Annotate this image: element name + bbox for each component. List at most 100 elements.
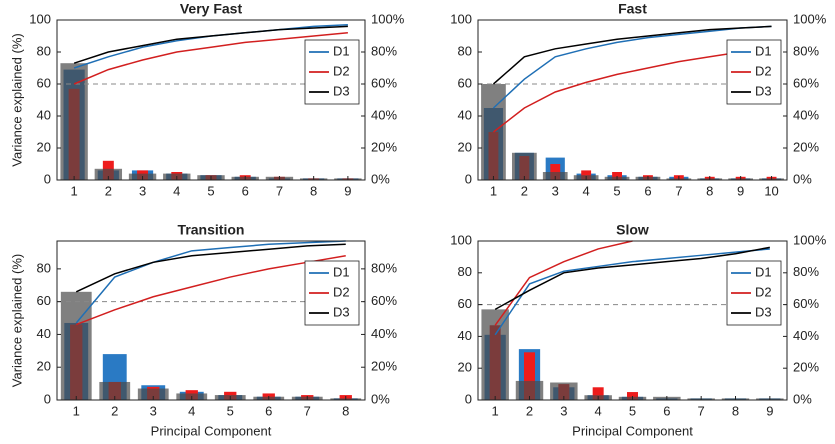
y2-tick-label: 20% bbox=[371, 139, 397, 154]
y-tick-label: 20 bbox=[458, 139, 472, 154]
x-tick-label: 8 bbox=[310, 183, 317, 198]
y2-tick-label: 80% bbox=[793, 43, 819, 58]
cumulative-line bbox=[494, 248, 770, 336]
y-tick-label: 80 bbox=[37, 43, 51, 58]
y-tick-label: 40 bbox=[458, 328, 472, 343]
x-tick-label: 7 bbox=[304, 403, 311, 418]
axes-frame bbox=[477, 19, 788, 181]
cumulative-line bbox=[492, 25, 772, 109]
y2-tick-label: 80% bbox=[371, 43, 397, 58]
cumulative-line bbox=[492, 46, 772, 133]
y2-tick-label: 60% bbox=[793, 296, 819, 311]
y2-tick-label: 0% bbox=[371, 171, 390, 186]
x-tick-label: 6 bbox=[663, 403, 670, 418]
y2-tick-label: 80% bbox=[793, 264, 819, 279]
bar bbox=[550, 382, 578, 400]
y2-tick-label: 40% bbox=[371, 107, 397, 122]
x-tick-label: 3 bbox=[552, 183, 559, 198]
y-tick-label: 0 bbox=[465, 171, 472, 186]
cumulative-line bbox=[494, 240, 633, 326]
legend-label: D2 bbox=[755, 284, 772, 299]
legend-label: D3 bbox=[755, 304, 772, 319]
legend-label: D3 bbox=[755, 83, 772, 98]
y2-tick-label: 40% bbox=[793, 328, 819, 343]
cumulative-line bbox=[494, 246, 770, 311]
x-tick-label: 9 bbox=[766, 403, 773, 418]
bar bbox=[515, 380, 544, 400]
chart-title: Very Fast bbox=[180, 1, 243, 17]
y-tick-label: 100 bbox=[29, 11, 51, 26]
y-tick-label: 40 bbox=[458, 107, 472, 122]
y-tick-label: 0 bbox=[44, 171, 51, 186]
chart-title: Fast bbox=[618, 1, 647, 17]
y-tick-label: 20 bbox=[37, 139, 51, 154]
y2-tick-label: 100% bbox=[793, 232, 827, 247]
y-tick-label: 60 bbox=[458, 296, 472, 311]
y2-tick-label: 100% bbox=[371, 11, 405, 26]
x-tick-label: 1 bbox=[70, 183, 77, 198]
y2-tick-label: 0% bbox=[793, 391, 812, 406]
y2-tick-label: 20% bbox=[793, 139, 819, 154]
y-tick-label: 60 bbox=[37, 293, 51, 308]
x-tick-label: 9 bbox=[344, 183, 351, 198]
legend-label: D1 bbox=[333, 43, 350, 58]
x-tick-label: 3 bbox=[150, 403, 157, 418]
x-tick-label: 8 bbox=[732, 403, 739, 418]
bar bbox=[137, 388, 169, 400]
x-tick-label: 5 bbox=[629, 403, 636, 418]
x-tick-label: 2 bbox=[521, 183, 528, 198]
bar bbox=[60, 63, 88, 181]
y-tick-label: 20 bbox=[37, 359, 51, 374]
y-tick-label: 60 bbox=[37, 75, 51, 90]
x-tick-label: 2 bbox=[111, 403, 118, 418]
y-tick-label: 80 bbox=[458, 264, 472, 279]
bar bbox=[481, 309, 509, 400]
x-tick-label: 8 bbox=[342, 403, 349, 418]
y-tick-label: 60 bbox=[458, 75, 472, 90]
y-tick-label: 40 bbox=[37, 107, 51, 122]
x-tick-label: 5 bbox=[207, 183, 214, 198]
y2-tick-label: 100% bbox=[793, 11, 827, 26]
y-axis-label: Variance explained (%) bbox=[9, 33, 24, 166]
y2-tick-label: 60% bbox=[793, 75, 819, 90]
legend-label: D2 bbox=[755, 63, 772, 78]
legend-box bbox=[304, 39, 360, 105]
y2-tick-label: 60% bbox=[371, 75, 397, 90]
legend-label: D2 bbox=[333, 63, 350, 78]
x-tick-label: 2 bbox=[105, 183, 112, 198]
x-tick-label: 3 bbox=[560, 403, 567, 418]
y-tick-label: 100 bbox=[450, 11, 472, 26]
y2-tick-label: 0% bbox=[793, 171, 812, 186]
bar bbox=[60, 291, 92, 400]
y2-tick-label: 80% bbox=[371, 260, 397, 275]
x-tick-label: 5 bbox=[227, 403, 234, 418]
legend-label: D1 bbox=[333, 264, 350, 279]
y2-tick-label: 40% bbox=[793, 107, 819, 122]
x-tick-label: 6 bbox=[242, 183, 249, 198]
x-tick-label: 4 bbox=[188, 403, 195, 418]
y-tick-label: 80 bbox=[37, 260, 51, 275]
y-tick-label: 20 bbox=[458, 360, 472, 375]
legend-label: D1 bbox=[755, 43, 772, 58]
cumulative-line bbox=[75, 243, 346, 293]
y2-tick-label: 40% bbox=[371, 326, 397, 341]
y-tick-label: 0 bbox=[465, 391, 472, 406]
x-tick-label: 5 bbox=[613, 183, 620, 198]
y2-tick-label: 20% bbox=[371, 359, 397, 374]
cumulative-line bbox=[73, 32, 348, 85]
y2-tick-label: 20% bbox=[793, 360, 819, 375]
bar bbox=[524, 352, 535, 400]
x-tick-label: 7 bbox=[276, 183, 283, 198]
bar bbox=[592, 387, 604, 400]
x-tick-label: 4 bbox=[173, 183, 180, 198]
y-tick-label: 40 bbox=[37, 326, 51, 341]
x-tick-label: 8 bbox=[706, 183, 713, 198]
legend-label: D1 bbox=[755, 264, 772, 279]
y-axis-label: Variance explained (%) bbox=[9, 254, 24, 387]
x-tick-label: 4 bbox=[583, 183, 590, 198]
chart-title: Slow bbox=[616, 222, 649, 238]
x-tick-label: 2 bbox=[526, 403, 533, 418]
bar bbox=[511, 152, 537, 180]
legend-label: D3 bbox=[333, 83, 350, 98]
